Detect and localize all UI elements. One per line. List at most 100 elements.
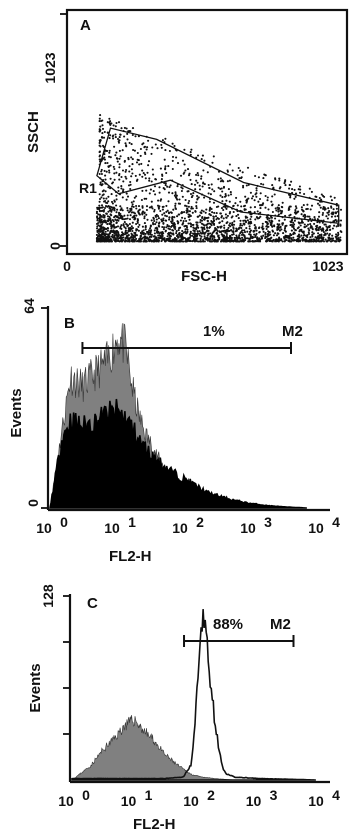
scatter-point <box>157 217 160 220</box>
scatter-point <box>138 173 141 176</box>
scatter-point <box>160 237 163 240</box>
scatter-point <box>117 121 121 124</box>
scatter-point <box>329 240 332 243</box>
scatter-point <box>96 236 99 239</box>
scatter-point <box>247 197 250 200</box>
scatter-point <box>201 228 204 231</box>
scatter-point <box>211 211 214 214</box>
scatter-point <box>130 168 133 171</box>
scatter-point <box>277 210 280 213</box>
scatter-point <box>279 186 282 189</box>
scatter-point <box>226 169 229 172</box>
scatter-point <box>177 235 180 239</box>
scatter-point <box>241 236 244 239</box>
scatter-point <box>113 235 116 238</box>
scatter-point <box>324 207 327 211</box>
scatter-point <box>115 204 118 207</box>
scatter-point <box>123 160 126 163</box>
x-tick-label-exponent: 0 <box>82 787 90 803</box>
scatter-point <box>169 235 172 238</box>
scatter-point <box>314 236 317 239</box>
scatter-point <box>108 236 111 239</box>
scatter-point <box>211 235 214 238</box>
scatter-point <box>273 193 276 196</box>
scatter-point <box>316 218 319 221</box>
scatter-point <box>310 240 313 243</box>
scatter-point <box>118 157 121 160</box>
scatter-point <box>184 224 187 227</box>
scatter-point <box>181 159 185 162</box>
scatter-point <box>271 184 274 187</box>
scatter-point <box>246 219 249 222</box>
scatter-point <box>274 217 277 220</box>
scatter-point <box>115 225 118 229</box>
scatter-point <box>103 206 107 210</box>
scatter-point <box>315 229 318 232</box>
scatter-point <box>186 238 189 241</box>
scatter-point <box>253 211 256 214</box>
x-tick-label-base: 10 <box>240 520 256 536</box>
scatter-point <box>299 224 302 227</box>
scatter-point <box>160 240 163 243</box>
scatter-point <box>339 208 343 211</box>
scatter-point <box>162 222 165 225</box>
marker-percent-label: 88% <box>213 616 243 633</box>
scatter-point <box>118 172 121 176</box>
scatter-point <box>98 139 101 142</box>
scatter-point <box>116 225 120 228</box>
scatter-point <box>168 186 171 189</box>
scatter-point <box>271 210 274 214</box>
scatter-point <box>199 211 202 214</box>
scatter-point <box>243 223 246 226</box>
scatter-point <box>105 228 108 231</box>
scatter-point <box>216 232 219 235</box>
scatter-point <box>228 163 231 166</box>
scatter-point <box>148 179 151 182</box>
scatter-point <box>97 232 100 235</box>
scatter-point <box>249 191 252 194</box>
scatter-point <box>309 236 312 239</box>
scatter-point <box>161 213 164 216</box>
scatter-point <box>216 229 219 232</box>
scatter-point <box>184 198 187 202</box>
scatter-point <box>213 190 216 193</box>
scatter-point <box>98 225 102 228</box>
scatter-point <box>335 207 338 210</box>
scatter-point <box>160 235 164 238</box>
scatter-point <box>283 182 286 185</box>
scatter-point <box>100 223 103 226</box>
scatter-point <box>104 190 107 193</box>
scatter-point <box>141 206 144 209</box>
scatter-point <box>198 214 201 217</box>
scatter-point <box>101 226 104 229</box>
scatter-point <box>154 223 157 226</box>
scatter-point <box>290 180 293 183</box>
scatter-point <box>112 165 115 168</box>
x-tick-label-base: 10 <box>183 793 199 809</box>
scatter-point <box>331 227 334 230</box>
scatter-point <box>325 215 328 218</box>
scatter-point <box>227 226 230 229</box>
scatter-point <box>208 213 211 216</box>
scatter-point <box>193 229 196 233</box>
scatter-point <box>126 209 129 212</box>
scatter-point <box>179 240 182 243</box>
scatter-point <box>287 236 290 239</box>
scatter-point <box>281 222 285 225</box>
scatter-point <box>143 146 146 149</box>
scatter-point <box>278 236 281 239</box>
scatter-point <box>151 221 155 225</box>
scatter-point <box>298 185 301 188</box>
scatter-point <box>299 188 302 191</box>
panel-b-plot-area <box>49 323 307 509</box>
scatter-point <box>168 225 171 228</box>
scatter-point <box>309 223 312 226</box>
scatter-point <box>107 195 110 198</box>
scatter-point <box>173 194 176 197</box>
scatter-point <box>171 222 175 225</box>
scatter-point <box>314 240 317 243</box>
scatter-point <box>99 227 102 230</box>
scatter-point <box>121 209 124 212</box>
scatter-point <box>267 234 271 237</box>
scatter-point <box>207 222 210 225</box>
